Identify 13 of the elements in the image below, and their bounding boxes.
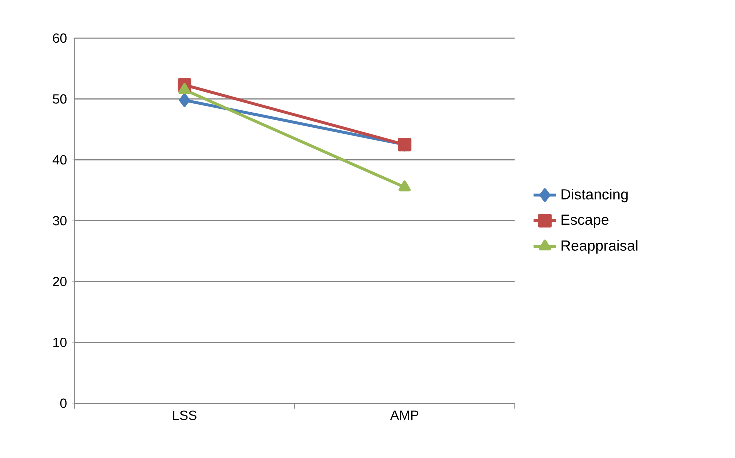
legend-label: Escape [562,215,609,228]
y-tick-label: 60 [53,34,67,44]
point [179,94,190,108]
y-tick-label: 30 [53,216,67,226]
y-tick-label: 40 [52,156,67,166]
legend-label: Reappraisal [562,240,638,254]
y-tick-label: 50 [53,94,67,104]
y-tick-label: 20 [53,277,67,287]
y-tick-label: 0 [60,399,67,408]
y-tick-label: 10 [54,338,67,348]
legend-label: Distancing [562,189,628,203]
x-tick-label: AMP [390,411,419,420]
x-tick-label: LSS [173,411,197,420]
